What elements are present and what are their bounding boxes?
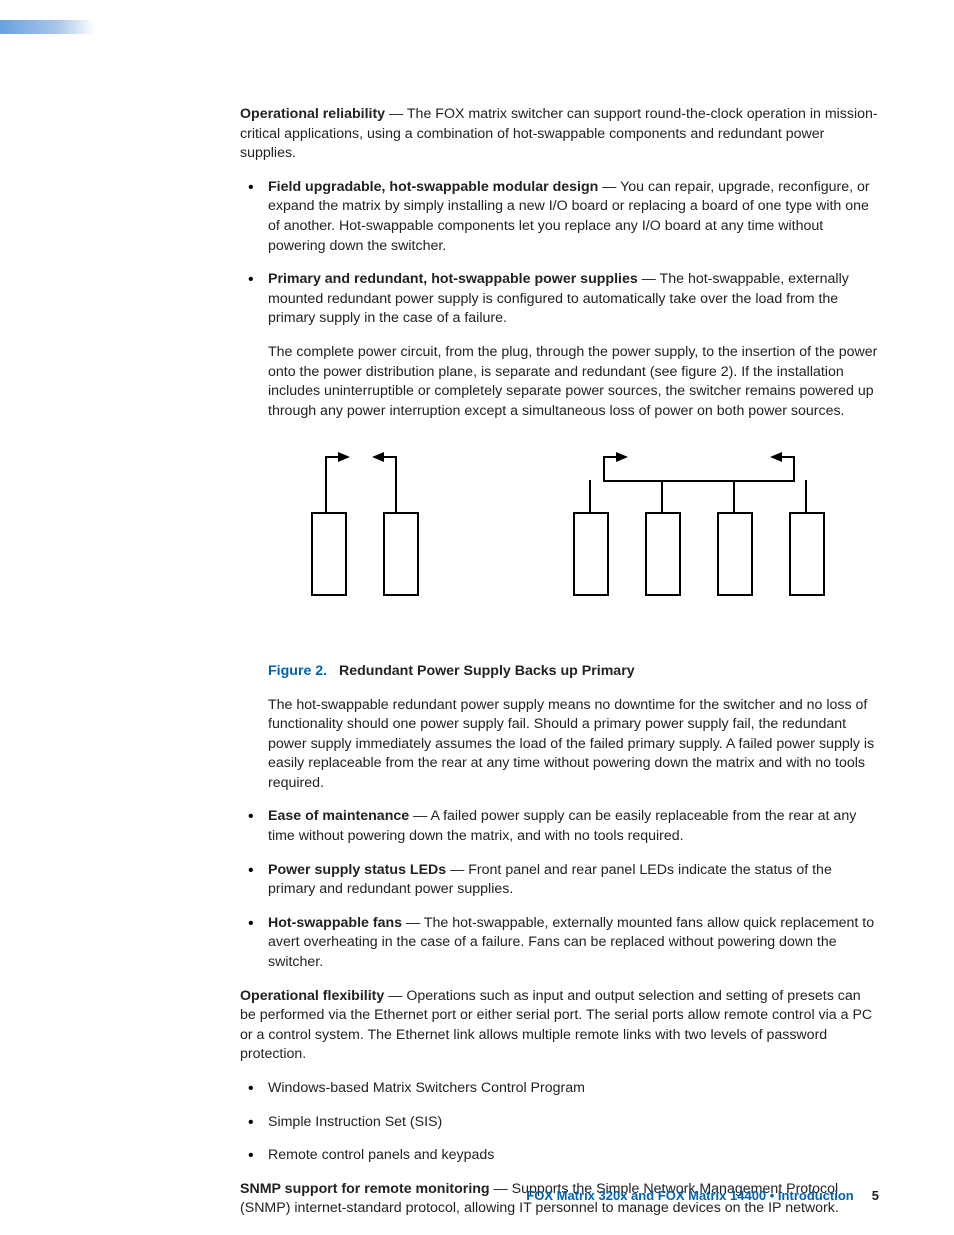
bullet-remote-panels: Remote control panels and keypads — [240, 1146, 880, 1166]
bullet-ps-leds: Power supply status LEDs — Front panel a… — [240, 861, 880, 900]
bullet-ease-maintenance: Ease of maintenance — A failed power sup… — [240, 807, 880, 846]
op-reliability-lead: Operational reliability — [240, 106, 385, 122]
bullet-field-upgradable: Field upgradable, hot-swappable modular … — [240, 178, 880, 256]
figure-2-caption: Figure 2. Redundant Power Supply Backs u… — [268, 662, 880, 682]
page-footer: FOX Matrix 320x and FOX Matrix 14400 • I… — [526, 1188, 879, 1203]
bullet-redundant-ps: Primary and redundant, hot-swappable pow… — [240, 270, 880, 421]
figure-after-text: The hot-swappable redundant power supply… — [268, 696, 880, 794]
figure-2-diagram — [268, 435, 868, 632]
bullet-bold: Hot-swappable fans — [268, 915, 402, 931]
op-reliability-para: Operational reliability — The FOX matrix… — [240, 105, 880, 164]
reliability-bullets: Field upgradable, hot-swappable modular … — [240, 178, 880, 422]
op-flexibility-lead: Operational flexibility — [240, 988, 384, 1004]
bullet-sis: Simple Instruction Set (SIS) — [240, 1113, 880, 1133]
page-content: Operational reliability — The FOX matrix… — [240, 105, 880, 1233]
bullet-bold: Field upgradable, hot-swappable modular … — [268, 179, 598, 195]
footer-text: FOX Matrix 320x and FOX Matrix 14400 • I… — [526, 1188, 853, 1203]
op-flexibility-para: Operational flexibility — Operations suc… — [240, 987, 880, 1065]
figure-label: Figure 2. — [268, 663, 327, 679]
maintenance-bullets: Ease of maintenance — A failed power sup… — [240, 807, 880, 972]
bullet-control-program: Windows-based Matrix Switchers Control P… — [240, 1079, 880, 1099]
bullet-bold: Power supply status LEDs — [268, 862, 446, 878]
header-accent-bar — [0, 20, 95, 34]
power-supply-diagram-svg — [268, 435, 868, 625]
bullet-bold: Primary and redundant, hot-swappable pow… — [268, 271, 638, 287]
flexibility-bullets: Windows-based Matrix Switchers Control P… — [240, 1079, 880, 1166]
page-number: 5 — [872, 1188, 879, 1203]
bullet-hotswap-fans: Hot-swappable fans — The hot-swappable, … — [240, 914, 880, 973]
figure-title: Redundant Power Supply Backs up Primary — [339, 663, 635, 679]
bullet-subpara: The complete power circuit, from the plu… — [268, 343, 880, 421]
snmp-lead: SNMP support for remote monitoring — [240, 1181, 490, 1197]
bullet-bold: Ease of maintenance — [268, 808, 409, 824]
